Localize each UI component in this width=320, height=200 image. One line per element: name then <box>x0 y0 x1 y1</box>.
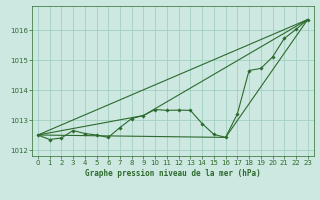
X-axis label: Graphe pression niveau de la mer (hPa): Graphe pression niveau de la mer (hPa) <box>85 169 261 178</box>
